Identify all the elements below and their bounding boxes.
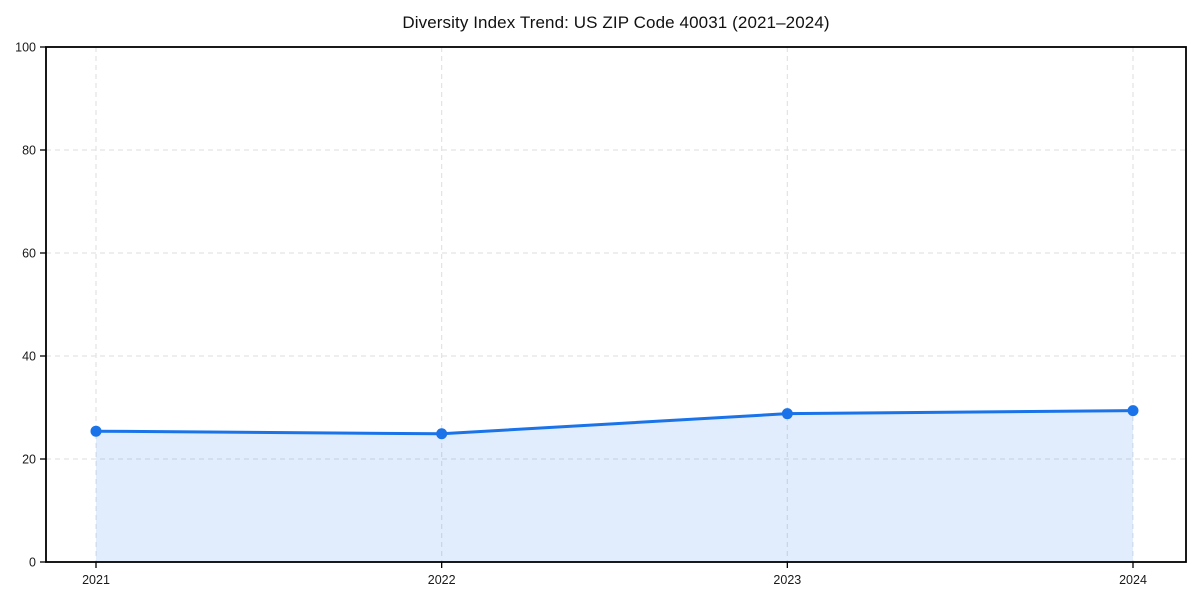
y-tick-label: 40 [22, 350, 36, 364]
chart-title: Diversity Index Trend: US ZIP Code 40031… [402, 13, 830, 32]
y-tick-label: 20 [22, 453, 36, 467]
y-tick-label: 100 [15, 41, 36, 55]
x-tick-label: 2021 [82, 573, 110, 587]
x-tick-label: 2024 [1119, 573, 1147, 587]
plot-area: 0 20 40 60 80 100 2021 2022 2023 2024 [15, 41, 1187, 587]
data-point-marker [781, 408, 793, 420]
plot-border [45, 46, 1187, 563]
trend-line [94, 409, 1135, 436]
x-tick-label: 2023 [773, 573, 801, 587]
x-tick-label: 2022 [428, 573, 456, 587]
diversity-index-line-chart: 0 20 40 60 80 100 2021 2022 2023 2024 [15, 41, 1187, 587]
y-tick-label: 80 [22, 144, 36, 158]
y-tick-label: 0 [29, 556, 36, 570]
data-point-marker [1127, 405, 1139, 417]
data-point-marker [436, 428, 448, 440]
area-fill [96, 410, 1133, 562]
y-tick-label: 60 [22, 247, 36, 261]
data-point-marker [90, 425, 102, 437]
